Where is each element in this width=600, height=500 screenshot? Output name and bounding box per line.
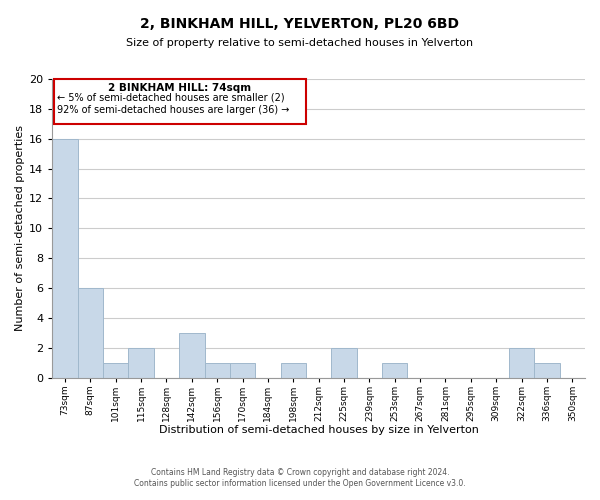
Text: Contains HM Land Registry data © Crown copyright and database right 2024.
Contai: Contains HM Land Registry data © Crown c… bbox=[134, 468, 466, 487]
Bar bbox=[205, 362, 230, 378]
Bar bbox=[103, 362, 128, 378]
Bar bbox=[382, 362, 407, 378]
Text: 92% of semi-detached houses are larger (36) →: 92% of semi-detached houses are larger (… bbox=[58, 105, 290, 115]
FancyBboxPatch shape bbox=[53, 79, 306, 124]
Bar bbox=[281, 362, 306, 378]
X-axis label: Distribution of semi-detached houses by size in Yelverton: Distribution of semi-detached houses by … bbox=[159, 425, 479, 435]
Bar bbox=[230, 362, 255, 378]
Bar bbox=[77, 288, 103, 378]
Text: 2 BINKHAM HILL: 74sqm: 2 BINKHAM HILL: 74sqm bbox=[108, 82, 251, 92]
Y-axis label: Number of semi-detached properties: Number of semi-detached properties bbox=[15, 126, 25, 332]
Bar bbox=[509, 348, 534, 378]
Bar bbox=[534, 362, 560, 378]
Bar bbox=[52, 138, 77, 378]
Bar bbox=[331, 348, 357, 378]
Text: ← 5% of semi-detached houses are smaller (2): ← 5% of semi-detached houses are smaller… bbox=[58, 92, 285, 102]
Text: Size of property relative to semi-detached houses in Yelverton: Size of property relative to semi-detach… bbox=[127, 38, 473, 48]
Text: 2, BINKHAM HILL, YELVERTON, PL20 6BD: 2, BINKHAM HILL, YELVERTON, PL20 6BD bbox=[140, 18, 460, 32]
Bar bbox=[179, 332, 205, 378]
Bar bbox=[128, 348, 154, 378]
